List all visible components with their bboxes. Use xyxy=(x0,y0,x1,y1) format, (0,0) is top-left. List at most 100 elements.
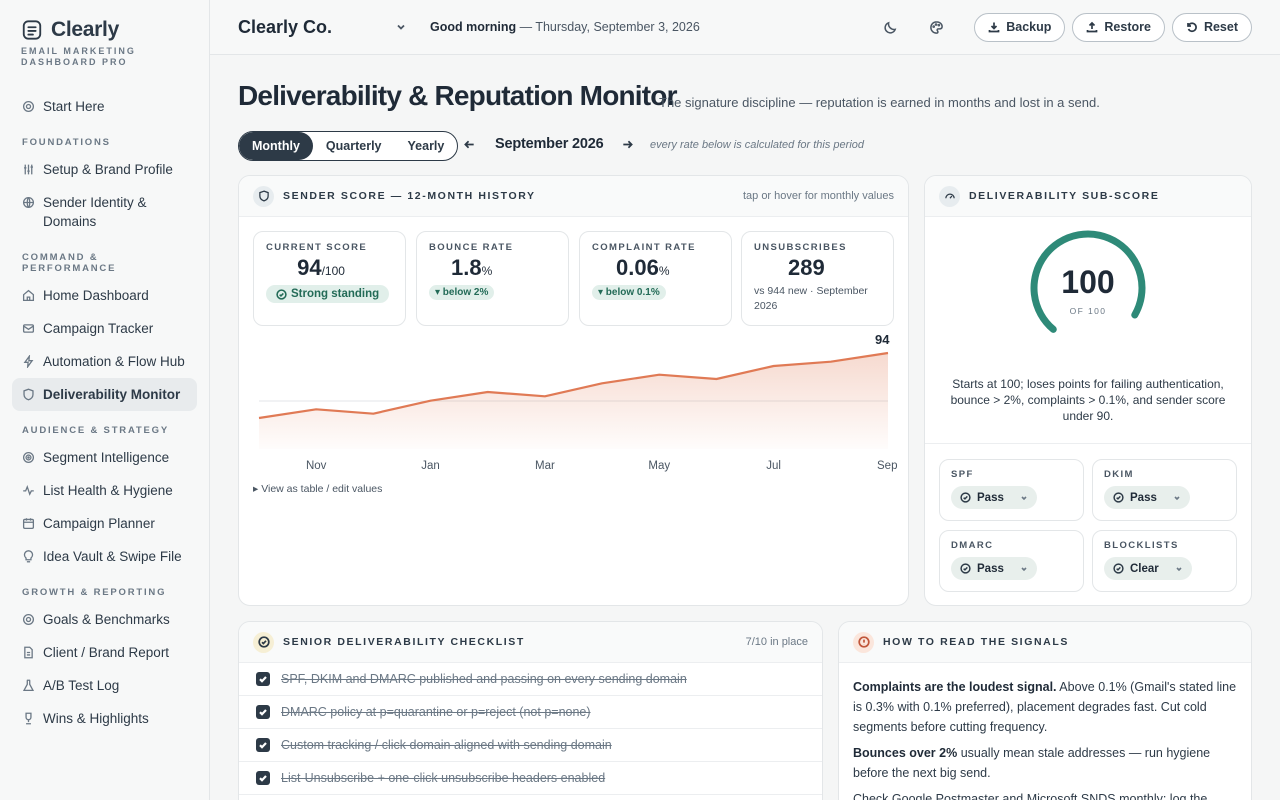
check-icon xyxy=(259,775,267,782)
dark-mode-button[interactable] xyxy=(874,11,906,43)
sidebar-item-label: List Health & Hygiene xyxy=(43,483,173,498)
target-icon xyxy=(22,613,35,626)
checklist-item-label: SPF, DKIM and DMARC published and passin… xyxy=(281,672,687,686)
sidebar-item-idea-vault[interactable]: Idea Vault & Swipe File xyxy=(12,540,197,573)
reset-button[interactable]: Reset xyxy=(1171,12,1252,42)
period-note: every rate below is calculated for this … xyxy=(650,139,864,151)
x-tick-label: Nov xyxy=(306,460,327,472)
checkbox[interactable] xyxy=(256,705,270,719)
sidebar-section-title: COMMAND & PERFORMANCE xyxy=(22,252,117,274)
checklist-item[interactable]: List-Unsubscribe + one-click unsubscribe… xyxy=(239,762,822,795)
stat-current-score: CURRENT SCORE 94/100 Strong standing xyxy=(253,231,406,326)
current-period: September 2026 xyxy=(495,136,604,152)
sidebar-item-setup[interactable]: Setup & Brand Profile xyxy=(12,153,197,186)
backup-button[interactable]: Backup xyxy=(974,12,1066,42)
upload-icon xyxy=(1087,21,1098,33)
checklist-count: 7/10 in place xyxy=(745,636,808,648)
sidebar-item-label: Wins & Highlights xyxy=(43,711,149,726)
check-circle-icon xyxy=(276,288,287,300)
sender-score-card: SENDER SCORE — 12-MONTH HISTORY tap or h… xyxy=(238,175,909,606)
sidebar-item-label: A/B Test Log xyxy=(43,678,120,693)
sidebar-item-deliverability-monitor[interactable]: Deliverability Monitor xyxy=(12,378,197,411)
checkbox[interactable] xyxy=(256,738,270,752)
checklist-item[interactable]: DMARC policy at p=quarantine or p=reject… xyxy=(239,696,822,729)
sidebar-item-automation[interactable]: Automation & Flow Hub xyxy=(12,345,197,378)
signals-card: HOW TO READ THE SIGNALS Complaints are t… xyxy=(838,621,1252,800)
sidebar-item-label: Goals & Benchmarks xyxy=(43,612,170,627)
home-icon xyxy=(22,289,35,302)
check-icon xyxy=(259,709,267,716)
target-icon xyxy=(22,100,35,113)
page-title: Deliverability & Reputation Monitor xyxy=(238,80,678,111)
tab-yearly[interactable]: Yearly xyxy=(407,139,445,153)
checklist-item-label: List-Unsubscribe + one-click unsubscribe… xyxy=(281,771,606,785)
sidebar-item-campaign-tracker[interactable]: Campaign Tracker xyxy=(12,312,197,345)
view-as-table-toggle[interactable]: ▸ View as table / edit values xyxy=(253,483,383,495)
tab-quarterly[interactable]: Quarterly xyxy=(325,139,382,153)
sidebar-item-home-dashboard[interactable]: Home Dashboard xyxy=(12,279,197,312)
sidebar-item-label: Setup & Brand Profile xyxy=(43,162,173,177)
palette-icon xyxy=(929,20,943,34)
checklist-item[interactable]: Custom tracking / click domain aligned w… xyxy=(239,729,822,762)
activity-icon xyxy=(23,484,34,496)
stat-value: 0.06% xyxy=(592,255,719,281)
sidebar-item-ab-test-log[interactable]: A/B Test Log xyxy=(12,669,197,702)
company-name[interactable]: Clearly Co. xyxy=(238,16,333,37)
stat-bounce-rate: BOUNCE RATE 1.8% ▾ below 2% xyxy=(416,231,569,326)
arrow-right-icon[interactable] xyxy=(621,138,634,151)
checkbox[interactable] xyxy=(256,672,270,686)
stat-label: BOUNCE RATE xyxy=(429,242,514,253)
spf-status-select[interactable]: Pass xyxy=(951,486,1037,509)
restore-button[interactable]: Restore xyxy=(1072,12,1165,42)
header-icon xyxy=(253,631,274,653)
sidebar-item-segment-intelligence[interactable]: Segment Intelligence xyxy=(12,441,197,474)
blocklists-status-select[interactable]: Clear xyxy=(1104,557,1192,580)
sidebar-item-start-here[interactable]: Start Here xyxy=(12,90,197,123)
complaint-unit: % xyxy=(658,264,670,278)
score-area xyxy=(259,353,888,449)
dmarc-status-select[interactable]: Pass xyxy=(951,557,1037,580)
sidebar-item-client-report[interactable]: Client / Brand Report xyxy=(12,636,197,669)
gauge-value: 100 xyxy=(1061,264,1115,300)
reset-label: Reset xyxy=(1203,20,1238,34)
sidebar-item-goals[interactable]: Goals & Benchmarks xyxy=(12,603,197,636)
flask-icon xyxy=(22,679,35,692)
current-score-value: 94 xyxy=(297,255,322,280)
sender-score-chart[interactable]: 94 Nov Jan Mar May Jul Sep xyxy=(239,331,909,476)
data-actions: Backup Restore Reset xyxy=(974,12,1252,42)
sidebar-item-label: Segment Intelligence xyxy=(43,450,170,465)
sidebar-item-list-health[interactable]: List Health & Hygiene xyxy=(12,474,197,507)
auth-label: DMARC xyxy=(951,540,994,551)
sidebar-item-label: Automation & Flow Hub xyxy=(43,354,185,369)
stat-unsubscribes: UNSUBSCRIBES 289 vs 944 new · September … xyxy=(741,231,894,326)
signal-text: usually mean stale addresses — run hygie… xyxy=(853,746,1211,780)
theme-button[interactable] xyxy=(920,11,952,43)
dkim-status-select[interactable]: Pass xyxy=(1104,486,1190,509)
brand[interactable]: Clearly xyxy=(12,18,197,42)
checklist-item[interactable]: SPF, DKIM and DMARC published and passin… xyxy=(239,663,822,696)
card-title: SENIOR DELIVERABILITY CHECKLIST xyxy=(283,636,525,648)
chevron-down-icon xyxy=(1174,495,1180,500)
tab-monthly[interactable]: Monthly xyxy=(239,132,313,160)
sidebar-item-sender-identity[interactable]: Sender Identity & Domains xyxy=(12,186,197,238)
divider xyxy=(925,443,1251,444)
stat-label: CURRENT SCORE xyxy=(266,242,368,253)
sidebar-item-label: Campaign Planner xyxy=(43,516,155,531)
card-title: HOW TO READ THE SIGNALS xyxy=(883,636,1069,648)
sidebar-item-campaign-planner[interactable]: Campaign Planner xyxy=(12,507,197,540)
rotate-ccw-icon xyxy=(1187,22,1197,33)
info-icon xyxy=(857,636,870,648)
signal-complaints: Complaints are the loudest signal. Above… xyxy=(853,677,1237,737)
sidebar-section-title: FOUNDATIONS xyxy=(22,137,111,148)
sidebar-section-title: GROWTH & REPORTING xyxy=(22,587,167,598)
arrow-left-icon[interactable] xyxy=(463,138,476,151)
checkbox[interactable] xyxy=(256,771,270,785)
dkim-status: Pass xyxy=(1130,491,1157,504)
sidebar-item-wins[interactable]: Wins & Highlights xyxy=(12,702,197,735)
chevron-down-icon[interactable] xyxy=(396,22,406,32)
check-circle-icon xyxy=(960,563,971,574)
stat-label: COMPLAINT RATE xyxy=(592,242,696,253)
x-tick-label: Jan xyxy=(421,460,440,472)
check-circle-icon xyxy=(1113,492,1124,503)
sliders-icon xyxy=(24,164,33,175)
